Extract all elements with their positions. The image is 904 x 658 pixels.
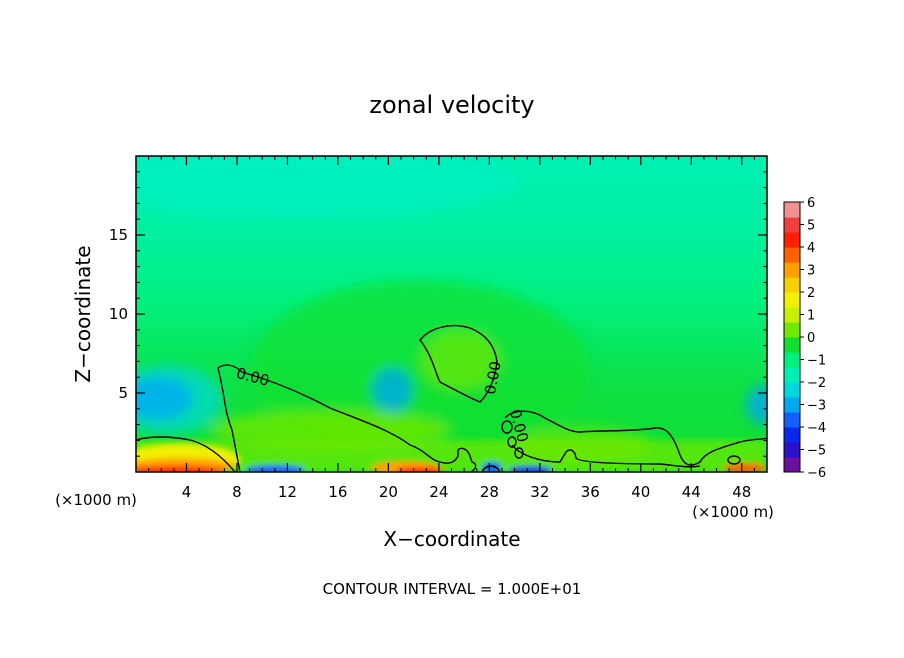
colorbar-tick-label: −4: [807, 421, 826, 436]
colorbar-tick-label: −3: [807, 399, 826, 414]
x-axis-ticks: 4 8 12 16 20 24 28 32 36 40 44 48: [148, 156, 755, 501]
colorbar-swatch: [784, 307, 800, 323]
upper-cyan-region: [136, 156, 520, 220]
colorbar-swatch: [784, 427, 800, 443]
x-tick-label: 28: [480, 483, 499, 501]
colorbar-swatch: [784, 322, 800, 338]
contour-main-lobe: [217, 364, 477, 472]
x-tick-label: 40: [631, 483, 650, 501]
contour-right-bottom: [511, 444, 701, 468]
surface-blue-2: [482, 462, 502, 472]
x-tick-label: 48: [732, 483, 751, 501]
colorbar-swatch: [784, 352, 800, 368]
colorbar-swatch: [784, 337, 800, 353]
colorbar-swatch: [784, 397, 800, 413]
colorbar-tick-label: 1: [807, 309, 815, 324]
colorbar-swatch: [784, 217, 800, 233]
colorbar-swatch: [784, 382, 800, 398]
colorbar-swatch: [784, 232, 800, 248]
colorbar-swatch: [784, 367, 800, 383]
x-unit-right: (×1000 m): [692, 503, 774, 521]
colorbar-swatch: [784, 262, 800, 278]
x-tick-label: 44: [682, 483, 701, 501]
upper-lobe-yellow: [420, 330, 500, 390]
y-tick-label: 10: [109, 305, 128, 323]
contour-left-bottom: [136, 436, 236, 472]
mid-cyan-spot: [372, 368, 412, 412]
y-axis-ticks: 5 10 15: [109, 171, 767, 457]
colorbar-tick-label: 4: [807, 241, 815, 256]
colorbar-tick-label: 6: [807, 196, 815, 211]
colorbar-tick-label: −2: [807, 376, 826, 391]
x-tick-label: 8: [232, 483, 242, 501]
x-tick-label: 36: [581, 483, 600, 501]
contour-small-1: [501, 420, 513, 434]
contour-label-2: 0.00: [481, 360, 505, 396]
contour-upper-lobe: [419, 324, 498, 403]
colorbar-tick-label: 5: [807, 219, 815, 234]
plot-field: [136, 156, 767, 472]
colorbar-tick-label: 3: [807, 264, 815, 279]
colorbar-tick-label: −1: [807, 354, 826, 369]
x-tick-label: 20: [379, 483, 398, 501]
x-axis-label: X−coordinate: [383, 527, 520, 551]
colorbar-swatch: [784, 457, 800, 473]
colorbar-swatch: [784, 292, 800, 308]
colorbar-swatch: [784, 412, 800, 428]
surface-green: [136, 440, 767, 472]
colorbar-swatch: [784, 277, 800, 293]
colorbar-swatch: [784, 202, 800, 218]
colorbar: 6 5 4 3 2 1 0 −1 −2 −3 −4 −5 −6: [783, 196, 826, 481]
x-tick-label: 24: [429, 483, 448, 501]
surface-red-mid: [395, 467, 445, 472]
surface-blue-3: [508, 466, 552, 472]
zero-contours: [136, 324, 767, 472]
colorbar-tick-label: 2: [807, 286, 815, 301]
contour-interval-note: CONTOUR INTERVAL = 1.000E+01: [323, 580, 582, 598]
contour-small-5: [481, 465, 501, 472]
colorbar-tick-label: −5: [807, 444, 826, 459]
left-cyan-halo: [136, 365, 223, 435]
y-tick-label: 5: [118, 384, 128, 402]
x-unit-left: (×1000 m): [55, 491, 137, 509]
contour-small-4: [727, 455, 741, 465]
colorbar-tick-label: −6: [807, 466, 826, 481]
x-tick-label: 32: [530, 483, 549, 501]
contour-right-lobe: [504, 410, 767, 466]
right-cyan-spot: [746, 385, 767, 425]
surface-layer: [136, 440, 767, 472]
contour-small-2: [507, 436, 517, 448]
y-tick-label: 15: [109, 226, 128, 244]
surface-red-left: [136, 466, 225, 472]
chart-title: zonal velocity: [369, 91, 534, 119]
colorbar-swatch: [784, 442, 800, 458]
contour-small-3: [514, 447, 524, 459]
x-tick-label: 4: [182, 483, 192, 501]
colorbar-tick-label: 0: [807, 331, 815, 346]
y-axis-label: Z−coordinate: [71, 245, 95, 382]
surface-orange-right: [723, 463, 767, 472]
x-tick-label: 12: [278, 483, 297, 501]
field-features: [136, 156, 767, 463]
x-tick-label: 16: [328, 483, 347, 501]
colorbar-swatch: [784, 247, 800, 263]
